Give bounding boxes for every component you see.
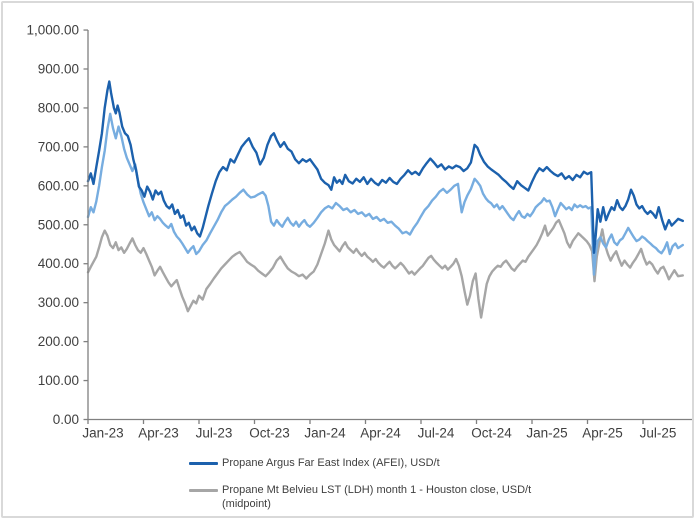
y-axis-label: 200.00 bbox=[38, 334, 79, 349]
y-axis-label: 600.00 bbox=[38, 178, 79, 193]
y-axis-label: 0.00 bbox=[53, 412, 79, 427]
y-axis-label: 100.00 bbox=[38, 373, 79, 388]
legend-swatch-afei bbox=[189, 462, 218, 465]
x-axis-label: Jan-24 bbox=[304, 426, 346, 441]
x-axis-label: Jul-25 bbox=[640, 426, 677, 441]
x-axis-label: Apr-25 bbox=[582, 426, 623, 441]
x-axis-label: Apr-23 bbox=[138, 426, 179, 441]
chart-area-frame bbox=[1, 1, 694, 518]
x-axis-label: Jul-24 bbox=[418, 426, 455, 441]
y-axis-label: 700.00 bbox=[38, 139, 79, 154]
legend-label-afei: Propane Argus Far East Index (AFEI), USD… bbox=[222, 457, 440, 469]
series-line-2 bbox=[86, 80, 684, 255]
x-axis-label: Apr-24 bbox=[360, 426, 401, 441]
series-line-0 bbox=[86, 218, 684, 319]
y-axis-label: 400.00 bbox=[38, 256, 79, 271]
legend-swatch-mt-belvieu bbox=[189, 489, 218, 492]
x-axis-label: Jan-25 bbox=[526, 426, 567, 441]
x-axis-label: Oct-23 bbox=[249, 426, 290, 441]
x-axis-label: Jan-23 bbox=[82, 426, 123, 441]
y-axis-label: 1,000.00 bbox=[26, 23, 79, 38]
y-axis-label: 500.00 bbox=[38, 217, 79, 232]
legend-label-mt-belvieu: Propane Mt Belvieu LST (LDH) month 1 - H… bbox=[222, 484, 532, 510]
y-axis-label: 900.00 bbox=[38, 61, 79, 76]
x-axis-label: Jul-23 bbox=[196, 426, 233, 441]
y-axis-label: 800.00 bbox=[38, 100, 79, 115]
y-axis-label: 300.00 bbox=[38, 295, 79, 310]
x-axis-label: Oct-24 bbox=[471, 426, 512, 441]
